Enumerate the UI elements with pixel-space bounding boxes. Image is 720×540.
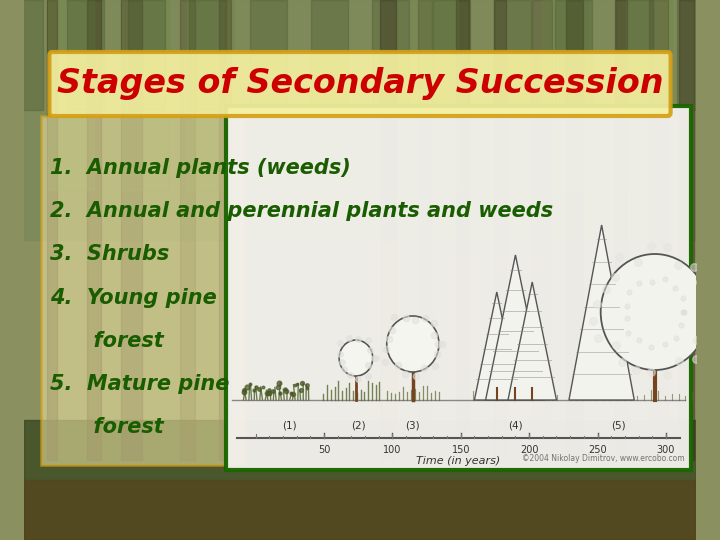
Text: Time (in years): Time (in years) — [416, 456, 500, 466]
Polygon shape — [474, 292, 519, 400]
Bar — [649, 0, 668, 460]
Text: 200: 200 — [520, 445, 539, 455]
FancyBboxPatch shape — [50, 52, 670, 116]
Circle shape — [339, 340, 373, 376]
Polygon shape — [569, 225, 634, 400]
Circle shape — [387, 316, 439, 372]
Bar — [122, 0, 168, 190]
Bar — [494, 0, 531, 110]
Bar — [542, 0, 588, 190]
Text: (2): (2) — [351, 420, 366, 430]
Text: 4.  Young pine: 4. Young pine — [50, 288, 217, 308]
Text: 50: 50 — [318, 445, 330, 455]
Bar — [494, 0, 505, 460]
Text: 3.  Shrubs: 3. Shrubs — [50, 245, 170, 265]
Circle shape — [600, 254, 709, 370]
Text: 1.  Annual plants (weeds): 1. Annual plants (weeds) — [50, 158, 351, 178]
Bar — [47, 0, 58, 460]
Bar — [180, 0, 195, 460]
Bar — [127, 0, 165, 110]
Bar — [433, 0, 470, 110]
Text: 2.  Annual and perennial plants and weeds: 2. Annual and perennial plants and weeds — [50, 201, 554, 221]
Bar — [555, 0, 593, 110]
Text: (4): (4) — [508, 420, 523, 430]
FancyBboxPatch shape — [41, 116, 246, 465]
Bar — [616, 0, 653, 110]
Polygon shape — [508, 282, 557, 400]
Text: 150: 150 — [451, 445, 470, 455]
Bar — [24, 420, 696, 540]
Text: forest: forest — [50, 330, 164, 350]
Text: ©2004 Nikolay Dimitrov, www.ercobo.com: ©2004 Nikolay Dimitrov, www.ercobo.com — [522, 454, 685, 463]
Bar — [122, 0, 142, 460]
Text: Stages of Secondary Succession: Stages of Secondary Succession — [57, 68, 663, 100]
Bar — [679, 0, 694, 460]
Text: forest: forest — [50, 417, 164, 437]
Text: (3): (3) — [405, 420, 420, 430]
Bar — [626, 0, 672, 190]
Bar — [250, 0, 287, 110]
Polygon shape — [485, 255, 545, 400]
Bar — [67, 0, 104, 110]
Text: (1): (1) — [282, 420, 297, 430]
Bar — [372, 0, 409, 110]
Text: 300: 300 — [657, 445, 675, 455]
Bar — [411, 0, 458, 190]
Bar — [532, 0, 552, 460]
Bar — [219, 0, 231, 460]
Bar — [379, 0, 397, 460]
FancyBboxPatch shape — [225, 106, 691, 470]
Text: 100: 100 — [383, 445, 402, 455]
Bar — [418, 0, 432, 460]
Bar — [615, 0, 627, 460]
Bar — [456, 0, 469, 460]
Text: 250: 250 — [588, 445, 607, 455]
Text: (5): (5) — [611, 420, 626, 430]
Bar — [6, 0, 43, 110]
Bar — [24, 480, 696, 540]
Bar — [187, 0, 234, 190]
Text: 5.  Mature pine: 5. Mature pine — [50, 374, 230, 394]
Bar — [311, 0, 348, 110]
Bar — [189, 0, 226, 110]
Bar — [87, 0, 102, 460]
Bar — [677, 0, 714, 110]
Bar — [567, 0, 582, 460]
Bar — [24, 0, 696, 240]
Bar — [48, 0, 94, 190]
